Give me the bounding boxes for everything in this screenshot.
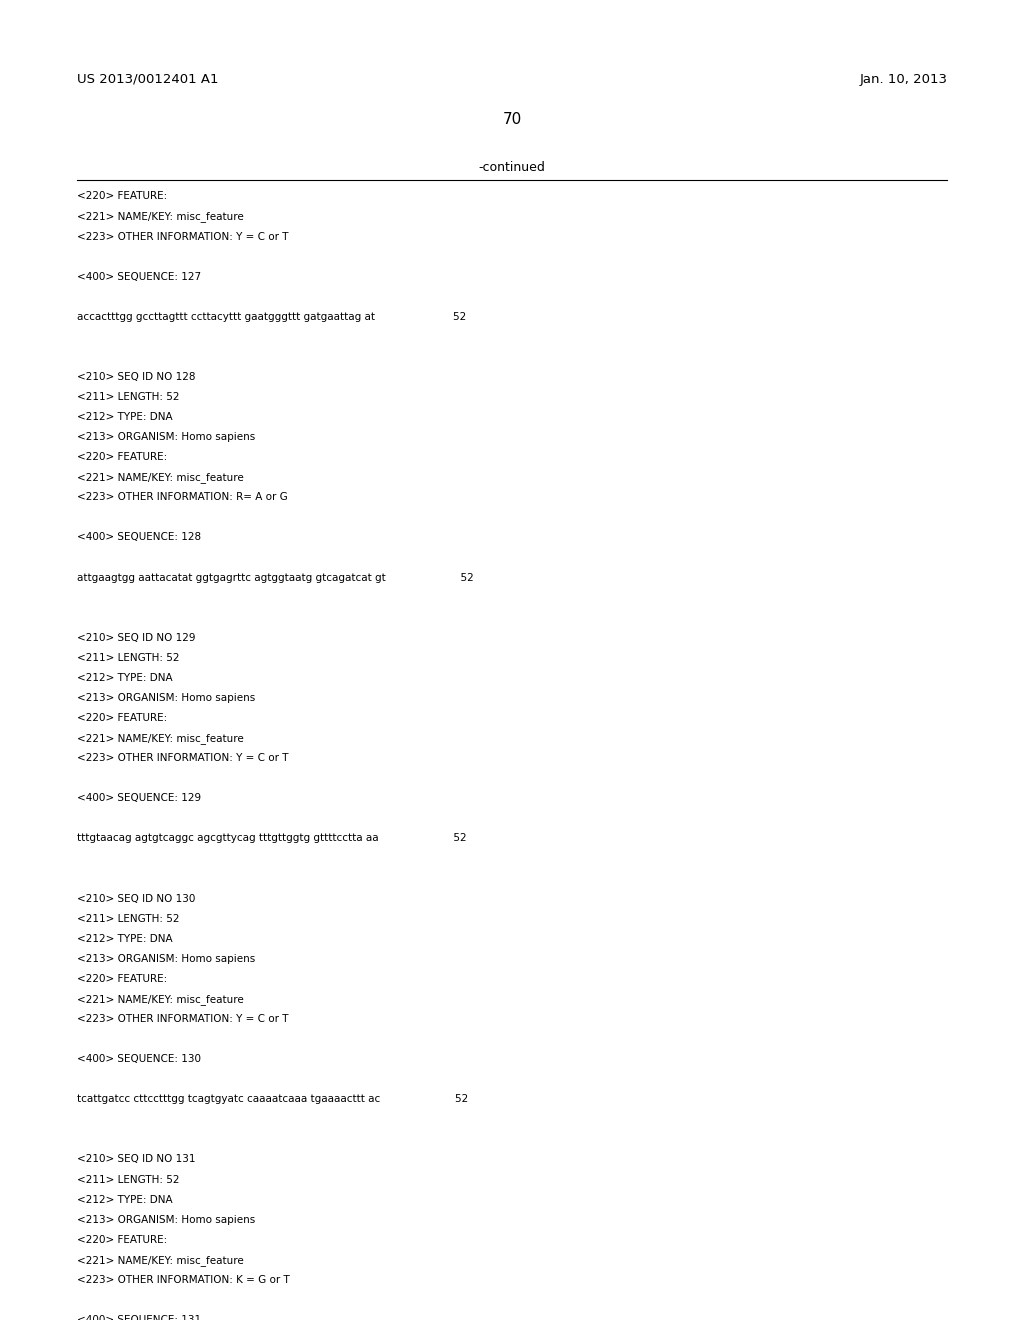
Text: <220> FEATURE:: <220> FEATURE: [77,453,167,462]
Text: tcattgatcc cttcctttgg tcagtgyatc caaaatcaaa tgaaaacttt ac                       : tcattgatcc cttcctttgg tcagtgyatc caaaatc… [77,1094,468,1105]
Text: <210> SEQ ID NO 129: <210> SEQ ID NO 129 [77,632,196,643]
Text: <210> SEQ ID NO 128: <210> SEQ ID NO 128 [77,372,196,381]
Text: <211> LENGTH: 52: <211> LENGTH: 52 [77,1175,179,1184]
Text: US 2013/0012401 A1: US 2013/0012401 A1 [77,73,218,86]
Text: <220> FEATURE:: <220> FEATURE: [77,191,167,202]
Text: <212> TYPE: DNA: <212> TYPE: DNA [77,673,172,682]
Text: <220> FEATURE:: <220> FEATURE: [77,713,167,723]
Text: <221> NAME/KEY: misc_feature: <221> NAME/KEY: misc_feature [77,733,244,744]
Text: <400> SEQUENCE: 127: <400> SEQUENCE: 127 [77,272,201,281]
Text: <400> SEQUENCE: 129: <400> SEQUENCE: 129 [77,793,201,804]
Text: <400> SEQUENCE: 131: <400> SEQUENCE: 131 [77,1315,201,1320]
Text: <220> FEATURE:: <220> FEATURE: [77,974,167,983]
Text: <213> ORGANISM: Homo sapiens: <213> ORGANISM: Homo sapiens [77,954,255,964]
Text: <221> NAME/KEY: misc_feature: <221> NAME/KEY: misc_feature [77,1255,244,1266]
Text: -continued: -continued [478,161,546,174]
Text: <223> OTHER INFORMATION: K = G or T: <223> OTHER INFORMATION: K = G or T [77,1275,290,1284]
Text: <212> TYPE: DNA: <212> TYPE: DNA [77,1195,172,1205]
Text: <221> NAME/KEY: misc_feature: <221> NAME/KEY: misc_feature [77,994,244,1005]
Text: <210> SEQ ID NO 130: <210> SEQ ID NO 130 [77,894,196,904]
Text: <223> OTHER INFORMATION: Y = C or T: <223> OTHER INFORMATION: Y = C or T [77,231,289,242]
Text: <223> OTHER INFORMATION: Y = C or T: <223> OTHER INFORMATION: Y = C or T [77,754,289,763]
Text: accactttgg gccttagttt ccttacyttt gaatgggttt gatgaattag at                       : accactttgg gccttagttt ccttacyttt gaatggg… [77,312,466,322]
Text: <221> NAME/KEY: misc_feature: <221> NAME/KEY: misc_feature [77,473,244,483]
Text: <220> FEATURE:: <220> FEATURE: [77,1234,167,1245]
Text: <400> SEQUENCE: 128: <400> SEQUENCE: 128 [77,532,201,543]
Text: <212> TYPE: DNA: <212> TYPE: DNA [77,412,172,422]
Text: <211> LENGTH: 52: <211> LENGTH: 52 [77,913,179,924]
Text: 70: 70 [503,112,521,127]
Text: <223> OTHER INFORMATION: R= A or G: <223> OTHER INFORMATION: R= A or G [77,492,288,503]
Text: <212> TYPE: DNA: <212> TYPE: DNA [77,933,172,944]
Text: <213> ORGANISM: Homo sapiens: <213> ORGANISM: Homo sapiens [77,693,255,704]
Text: <210> SEQ ID NO 131: <210> SEQ ID NO 131 [77,1155,196,1164]
Text: <211> LENGTH: 52: <211> LENGTH: 52 [77,392,179,403]
Text: attgaagtgg aattacatat ggtgagrttc agtggtaatg gtcagatcat gt                       : attgaagtgg aattacatat ggtgagrttc agtggta… [77,573,473,582]
Text: <400> SEQUENCE: 130: <400> SEQUENCE: 130 [77,1055,201,1064]
Text: <213> ORGANISM: Homo sapiens: <213> ORGANISM: Homo sapiens [77,1214,255,1225]
Text: tttgtaacag agtgtcaggc agcgttycag tttgttggtg gttttcctta aa                       : tttgtaacag agtgtcaggc agcgttycag tttgttg… [77,833,466,843]
Text: Jan. 10, 2013: Jan. 10, 2013 [859,73,947,86]
Text: <211> LENGTH: 52: <211> LENGTH: 52 [77,653,179,663]
Text: <223> OTHER INFORMATION: Y = C or T: <223> OTHER INFORMATION: Y = C or T [77,1014,289,1024]
Text: <213> ORGANISM: Homo sapiens: <213> ORGANISM: Homo sapiens [77,432,255,442]
Text: <221> NAME/KEY: misc_feature: <221> NAME/KEY: misc_feature [77,211,244,222]
